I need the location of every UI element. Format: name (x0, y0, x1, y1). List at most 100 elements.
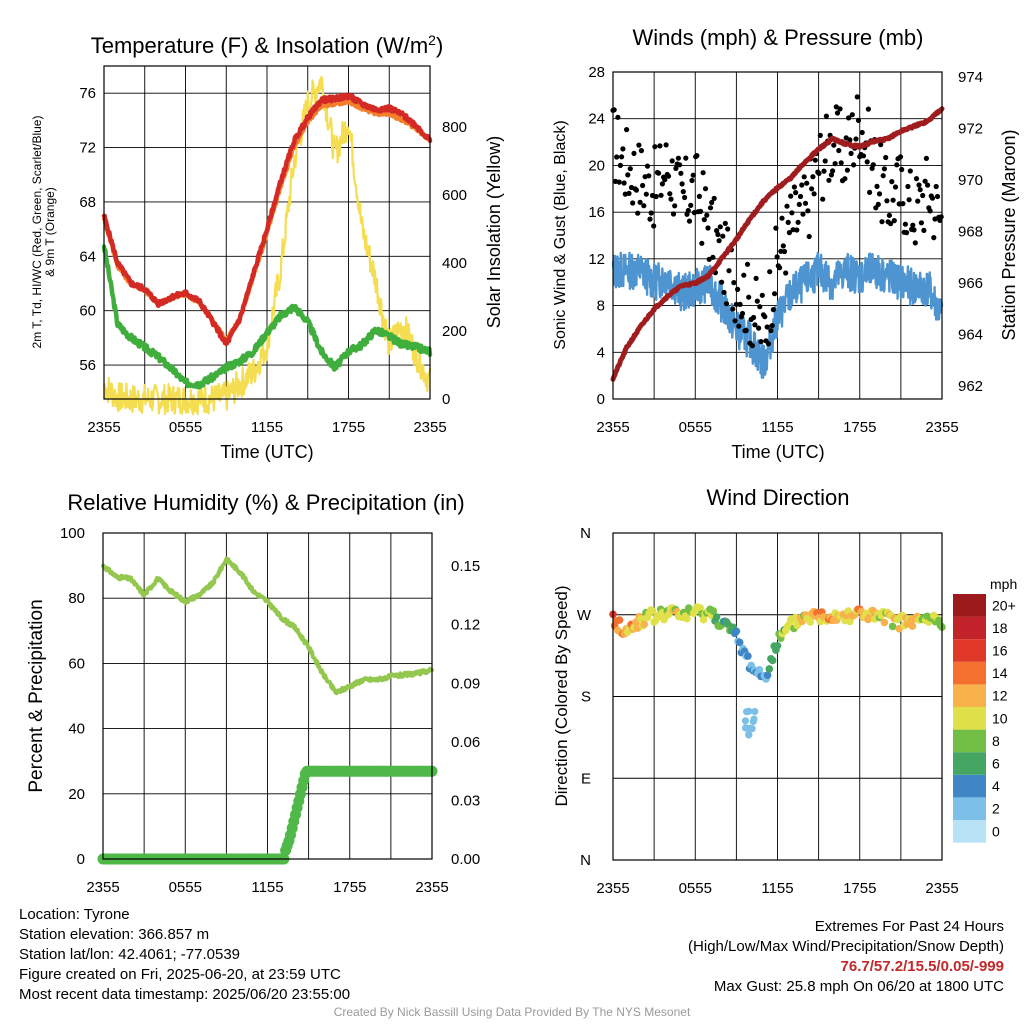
gust-point (768, 328, 774, 334)
gust-point (820, 196, 826, 202)
direction-point (765, 665, 774, 673)
gust-point (658, 192, 664, 198)
gust-point (837, 106, 843, 112)
gust-point (804, 180, 810, 186)
colorbar-swatch (953, 594, 986, 617)
gust-point (669, 158, 675, 164)
colorbar-swatch (953, 729, 986, 753)
gust-point (848, 150, 854, 156)
left-tick-label: 64 (79, 248, 96, 265)
direction-point (768, 656, 777, 665)
gust-point (793, 190, 799, 196)
direction-point (741, 717, 750, 725)
gust-point (720, 233, 726, 239)
right-tick-label: 400 (442, 255, 467, 272)
pressure-y-axis-label: Station Pressure (Maroon) (999, 129, 1019, 340)
gust-point (907, 168, 913, 174)
gust-point (805, 208, 811, 214)
gust-point (616, 179, 622, 185)
temperature-2m-line (101, 92, 433, 347)
gust-point (913, 176, 920, 182)
temperature-panel: Temperature (F) & Insolation (W/m2) 2355… (30, 32, 504, 462)
extremes-title: Extremes For Past 24 Hours (814, 918, 1004, 935)
gust-point (688, 202, 694, 208)
colorbar-label: 6 (992, 756, 1000, 772)
gust-point (682, 194, 688, 201)
gust-point (636, 142, 642, 148)
left-tick-label: 12 (588, 251, 605, 268)
figure-created: Figure created on Fri, 2025-06-20, at 23… (19, 966, 341, 983)
gust-point (891, 218, 897, 224)
left-tick-label: N (580, 525, 591, 542)
right-tick-label: 0.12 (451, 617, 480, 634)
gust-point (806, 233, 812, 240)
speed-colorbar: 0 2 4 6 8 10 12 14 16 18 20+ (953, 594, 1016, 843)
gust-point (657, 143, 663, 149)
x-tick-label: 1155 (251, 419, 283, 436)
station-elevation: Station elevation: 366.857 m (19, 926, 210, 943)
gust-point (875, 201, 881, 207)
gust-point (707, 205, 714, 211)
gust-point (897, 154, 904, 160)
temperature-panel-title: Temperature (F) & Insolation (W/m2) (91, 32, 444, 58)
colorbar-label: 4 (992, 778, 1000, 794)
gust-point (906, 197, 912, 203)
gust-point (826, 177, 832, 183)
gust-point (644, 163, 651, 169)
gust-point (791, 184, 798, 190)
direction-point (615, 616, 624, 624)
gust-point (779, 215, 785, 221)
colorbar-swatch (953, 661, 986, 685)
gust-point (648, 210, 654, 216)
wind-panel: Winds (mph) & Pressure (mb) 2355 0555 1155… (552, 25, 1019, 462)
x-tick-label: 2355 (86, 879, 119, 896)
gust-point (922, 178, 928, 184)
left-tick-label: 60 (79, 303, 96, 320)
gust-point (679, 181, 685, 187)
gust-point (789, 210, 795, 216)
gust-point (828, 172, 835, 178)
direction-plot-frame (612, 532, 943, 861)
gust-point (704, 212, 710, 218)
gust-point (860, 153, 867, 159)
gust-point (643, 191, 649, 197)
x-tick-label: 2355 (415, 879, 448, 896)
direction-point (888, 622, 897, 631)
gust-point (836, 147, 842, 154)
station-latlon: Station lat/lon: 42.4061; -77.0539 (19, 946, 241, 963)
relative-humidity-line (101, 556, 434, 696)
gust-point (786, 230, 793, 236)
right-tick-label: 962 (958, 378, 983, 395)
left-tick-label: 56 (79, 357, 96, 374)
direction-point (696, 604, 704, 612)
gust-point (765, 341, 772, 347)
x-tick-label: 2355 (596, 880, 629, 897)
gust-point (633, 187, 640, 193)
gust-point (851, 162, 857, 168)
x-tick-label: 2355 (87, 419, 120, 436)
temperature-grid (104, 66, 430, 399)
humidity-right-tick-labels: 0.00 0.03 0.06 0.09 0.12 0.15 (451, 558, 480, 868)
gust-point (927, 208, 933, 214)
wind-right-tick-labels: 962 964 966 968 970 972 974 (958, 69, 983, 395)
left-tick-label: 76 (79, 85, 96, 102)
gust-point (802, 200, 809, 206)
colorbar-title: mph (990, 576, 1017, 592)
gust-point (725, 226, 731, 232)
left-tick-label: 8 (597, 298, 605, 315)
direction-point (683, 614, 691, 623)
x-tick-label: 1155 (761, 880, 793, 897)
gust-point (859, 129, 865, 136)
direction-point (735, 638, 744, 647)
gust-point (795, 219, 801, 225)
right-tick-label: 972 (958, 121, 983, 138)
gust-point (900, 201, 906, 207)
gust-point (912, 240, 918, 246)
direction-point (880, 618, 889, 627)
gust-point (821, 168, 827, 174)
gust-point (721, 289, 727, 295)
right-tick-label: 966 (958, 275, 983, 292)
temperature-x-tick-labels: 2355 0555 1155 1755 2355 (87, 419, 446, 436)
extremes-info: Extremes For Past 24 Hours (High/Low/Max… (688, 917, 1004, 997)
